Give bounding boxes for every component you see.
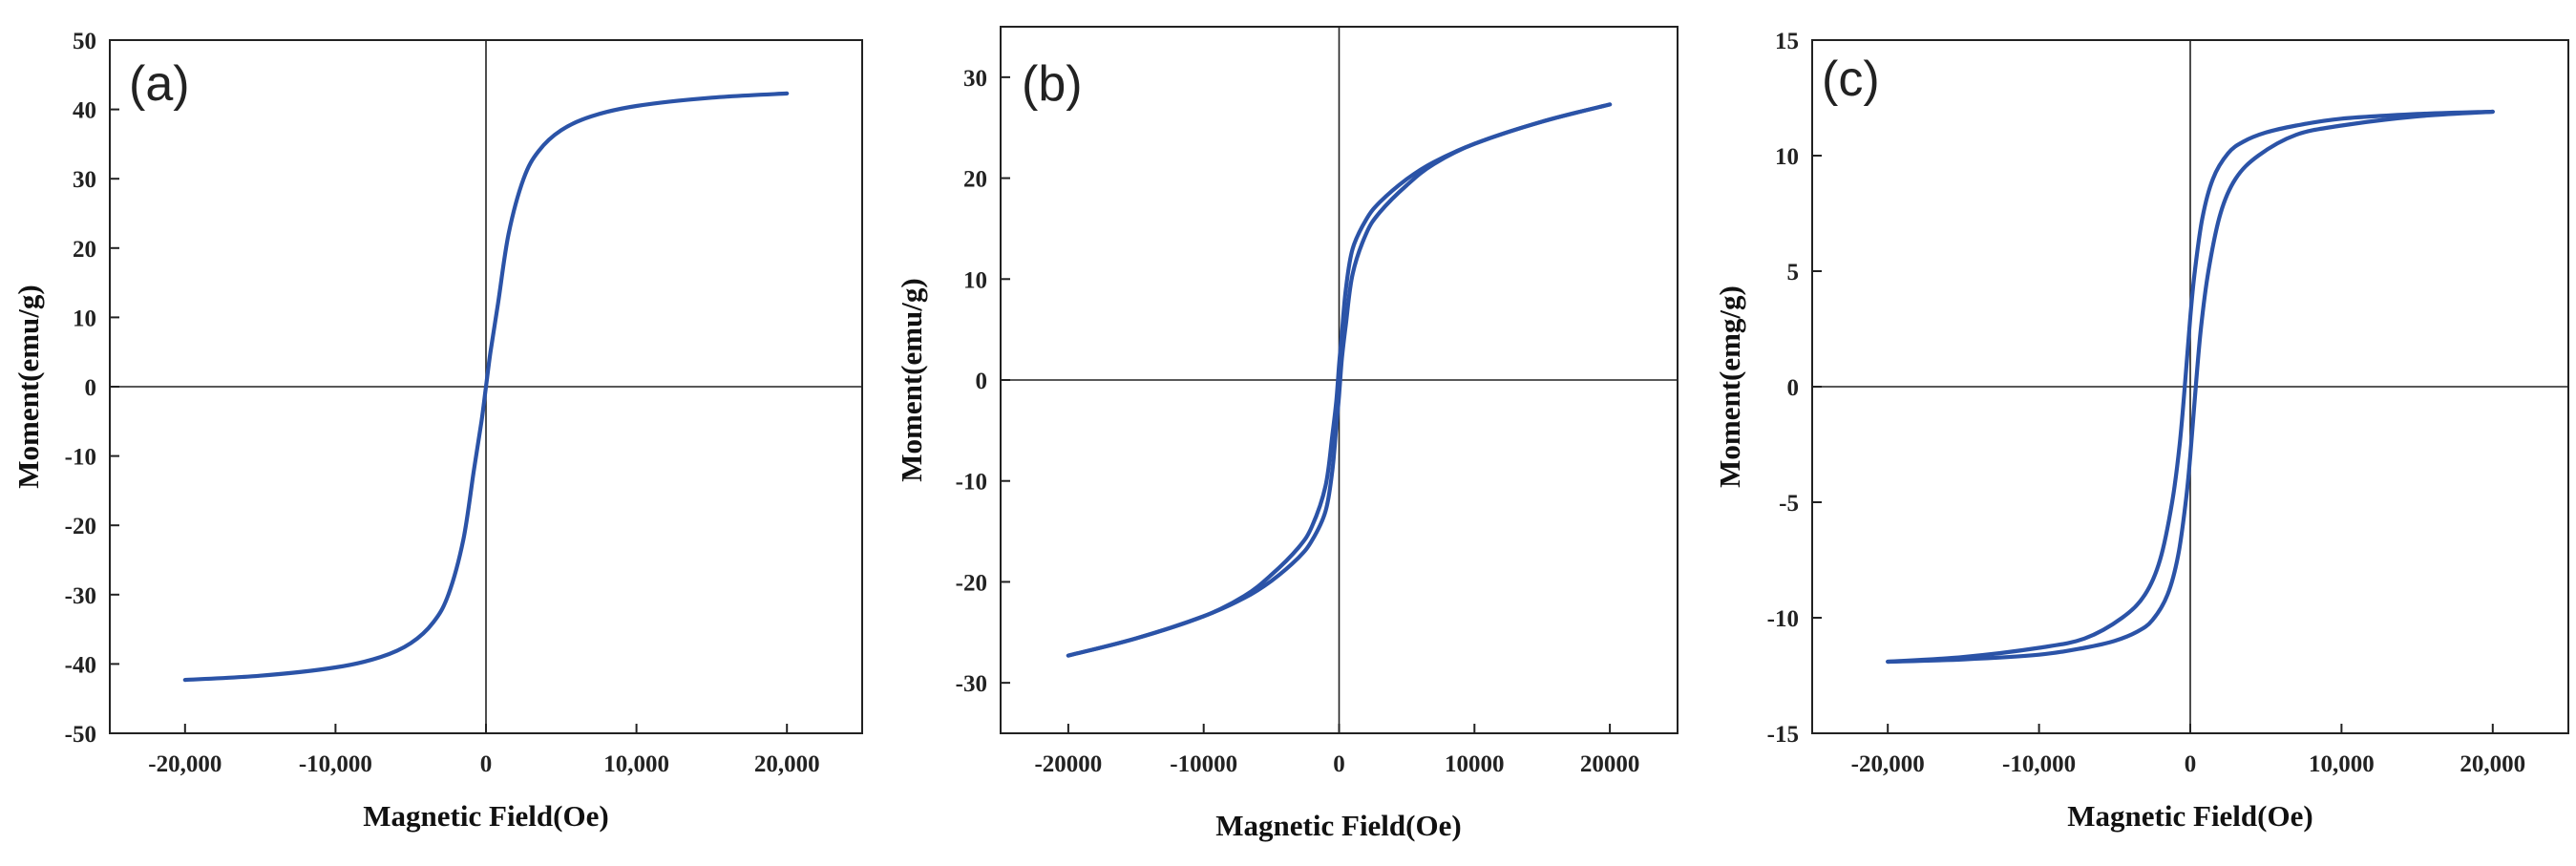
- y-tick-label: 10: [73, 306, 96, 331]
- y-tick-label: -10: [65, 445, 96, 471]
- y-tick-label: 5: [1787, 260, 1800, 285]
- y-tick-label: -10: [956, 470, 987, 496]
- y-axis-title: Moment(emu/g): [895, 278, 928, 482]
- x-tick-label: -10,000: [299, 751, 372, 777]
- x-tick-label: 0: [480, 751, 493, 777]
- y-tick-label: 15: [1775, 29, 1799, 54]
- x-tick-label: 20,000: [2460, 751, 2525, 777]
- x-axis-title: Magnetic Field(Oe): [2067, 799, 2312, 833]
- y-tick-label: -50: [65, 722, 96, 748]
- x-tick-label: 10,000: [2309, 751, 2375, 777]
- y-tick-label: -10: [1767, 606, 1799, 632]
- x-axis-title: Magnetic Field(Oe): [363, 799, 608, 833]
- series-line-1: [1886, 109, 2495, 665]
- y-tick-label: -40: [65, 652, 96, 678]
- x-tick-label: -10000: [1170, 751, 1237, 777]
- y-tick-label: 10: [1775, 144, 1799, 170]
- y-tick-label: -5: [1779, 491, 1799, 517]
- x-tick-label: 10,000: [603, 751, 669, 777]
- series-line-2: [1066, 102, 1613, 658]
- y-tick-label: -15: [1767, 722, 1799, 748]
- y-axis-title: Moment(emg/g): [1713, 285, 1746, 488]
- y-tick-label: -30: [65, 583, 96, 609]
- y-tick-label: 0: [1787, 375, 1800, 401]
- panel-label: (b): [1022, 56, 1083, 112]
- x-tick-label: 0: [1333, 751, 1345, 777]
- y-tick-label: 10: [963, 267, 987, 293]
- y-tick-label: 30: [963, 66, 987, 92]
- panel-label: (a): [129, 56, 190, 112]
- chart-panel-a: -20,000 -10,000 0 10,000 20,000 -50 -40 -30 -20 -…: [11, 29, 863, 833]
- x-tick-label: 20,000: [754, 751, 820, 777]
- chart-panel-c: -20,000 -10,000 0 10,000 20,000 -15 -10 -5 0 5 10 1…: [1713, 29, 2569, 833]
- x-tick-label: -10,000: [2002, 751, 2076, 777]
- x-axis-title: Magnetic Field(Oe): [1215, 809, 1461, 842]
- x-tick-label: -20000: [1034, 751, 1102, 777]
- y-tick-label: -20: [65, 514, 96, 539]
- x-tick-label: -20,000: [148, 751, 222, 777]
- y-tick-label: 0: [976, 369, 988, 394]
- y-tick-label: 50: [73, 29, 96, 54]
- y-tick-label: 30: [73, 167, 96, 193]
- x-tick-label: -20,000: [1851, 751, 1925, 777]
- y-tick-label: 20: [73, 237, 96, 263]
- y-tick-label: 40: [73, 98, 96, 124]
- series-line-2: [1886, 109, 2495, 665]
- series-line-1: [1066, 102, 1613, 658]
- y-tick-label: -20: [956, 570, 987, 596]
- panel-label: (c): [1822, 52, 1880, 107]
- y-axis-title: Moment(emu/g): [11, 285, 45, 489]
- chart-panel-b: -20000 -10000 0 10000 20000 -30 -20 -10 0 10 20 30 M…: [895, 26, 1679, 842]
- y-tick-label: -30: [956, 671, 987, 697]
- y-tick-label: 20: [963, 167, 987, 193]
- series-line-1: [182, 91, 790, 683]
- x-tick-label: 10000: [1445, 751, 1505, 777]
- y-tick-label: 0: [85, 375, 97, 401]
- x-tick-label: 0: [2185, 751, 2197, 777]
- x-tick-label: 20000: [1580, 751, 1640, 777]
